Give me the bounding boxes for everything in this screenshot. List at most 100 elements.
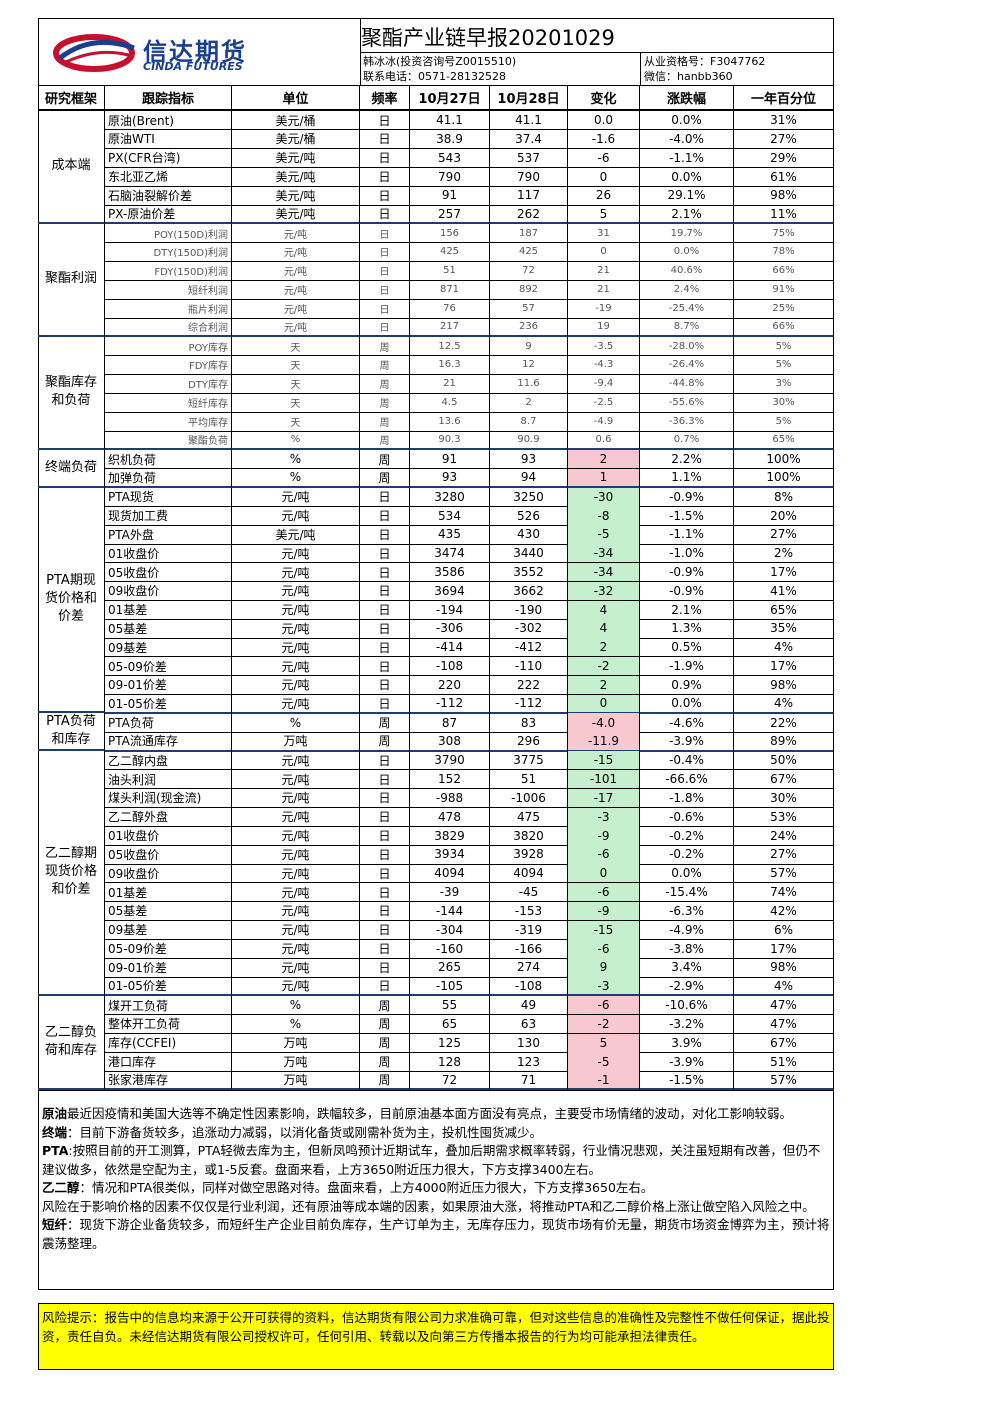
cell: -36.3% <box>640 412 734 432</box>
cell: -66.6% <box>640 769 734 790</box>
cell: 1.1% <box>640 468 734 489</box>
cell: -1006 <box>490 788 568 809</box>
cell: -194 <box>410 600 490 620</box>
cell: 4% <box>734 977 834 997</box>
cell: 31 <box>568 223 640 244</box>
cell: 75% <box>734 223 834 244</box>
cell: 0.0% <box>640 242 734 263</box>
cell: 262 <box>490 205 568 225</box>
cell: 12 <box>490 355 568 376</box>
column-header: 10月28日 <box>490 86 568 111</box>
cell: 8.7% <box>640 318 734 338</box>
cell: -17 <box>568 788 640 809</box>
phone: 联系电话：0571-28132528 <box>363 70 506 83</box>
cell: 22% <box>734 713 834 733</box>
cell: 日 <box>360 845 410 865</box>
indicator: 原油WTI <box>105 129 232 150</box>
title: 聚酯产业链早报20201029 <box>361 26 615 50</box>
cell: 67% <box>734 769 834 790</box>
cell: -11.9 <box>568 732 640 752</box>
cell: 周 <box>360 374 410 394</box>
cell: % <box>232 431 360 451</box>
cell: 日 <box>360 619 410 639</box>
indicator: 乙二醇内盘 <box>105 751 232 771</box>
cell: 3934 <box>410 845 490 865</box>
cell: 98% <box>734 675 834 696</box>
indicator: PX(CFR台湾) <box>105 148 232 168</box>
cell: -5 <box>568 1052 640 1072</box>
cell: -1.0% <box>640 544 734 564</box>
cell: 38.9 <box>410 129 490 150</box>
cell: 26 <box>568 186 640 206</box>
cell: 125 <box>410 1033 490 1053</box>
indicator: PTA现货 <box>105 487 232 507</box>
cell: -0.2% <box>640 826 734 846</box>
cell: 日 <box>360 242 410 263</box>
cell: 元/吨 <box>232 882 360 903</box>
divider <box>640 52 641 86</box>
column-header: 变化 <box>568 86 640 111</box>
cell: 72 <box>490 261 568 281</box>
cell: 万吨 <box>232 1033 360 1053</box>
cell: 2.4% <box>640 280 734 300</box>
indicator: 09基差 <box>105 920 232 940</box>
indicator: 09-01价差 <box>105 958 232 978</box>
cell: -1.5% <box>640 506 734 526</box>
cell: 51 <box>490 769 568 790</box>
cell: 8.7 <box>490 412 568 432</box>
analyst: 韩冰冰(投资咨询号Z0015510) <box>363 55 517 68</box>
cell: 156 <box>410 223 490 244</box>
cell: 1 <box>568 468 640 489</box>
indicator: 平均库存 <box>105 412 232 432</box>
cell: -110 <box>490 656 568 677</box>
cell: 5 <box>568 1033 640 1053</box>
cell: -3.9% <box>640 1052 734 1072</box>
cell: 周 <box>360 431 410 451</box>
cell: -30 <box>568 487 640 507</box>
cell: -4.9 <box>568 412 640 432</box>
cell: -160 <box>410 939 490 959</box>
cell: -112 <box>490 694 568 714</box>
cell: 27% <box>734 129 834 150</box>
cell: 425 <box>410 242 490 263</box>
note: PTA:按照目前的开工测算，PTA轻微去库为主，但新凤鸣预计近期试车，叠加后期需… <box>42 1142 830 1179</box>
cell: 87 <box>410 713 490 733</box>
cell: 41.1 <box>410 111 490 131</box>
cell: -1.9% <box>640 656 734 677</box>
cell: -5 <box>568 525 640 545</box>
cell: 152 <box>410 769 490 790</box>
cell: 周 <box>360 995 410 1016</box>
indicator: 05基差 <box>105 901 232 922</box>
cell: 元/吨 <box>232 920 360 940</box>
cell: 元/吨 <box>232 864 360 884</box>
cell: -2 <box>568 1014 640 1034</box>
cell: 5 <box>568 205 640 225</box>
cell: 0 <box>568 864 640 884</box>
cell: 4094 <box>410 864 490 884</box>
cell: 元/吨 <box>232 939 360 959</box>
cell: 元/吨 <box>232 223 360 244</box>
cell: 日 <box>360 675 410 696</box>
cell: -6 <box>568 845 640 865</box>
cell: 790 <box>410 167 490 187</box>
cell: 万吨 <box>232 1052 360 1072</box>
cell: 周 <box>360 713 410 733</box>
cell: 91% <box>734 280 834 300</box>
logo-area: 信达期货 CINDA FUTURES <box>38 18 361 86</box>
cell: 17% <box>734 939 834 959</box>
cell: 2.2% <box>640 449 734 470</box>
indicator: 东北亚乙烯 <box>105 167 232 187</box>
cell: 72 <box>410 1071 490 1091</box>
cell: 76 <box>410 299 490 319</box>
cell: 美元/吨 <box>232 205 360 225</box>
indicator: 短纤库存 <box>105 393 232 413</box>
cell: 93 <box>410 468 490 489</box>
cell: 美元/吨 <box>232 525 360 545</box>
divider <box>38 85 834 86</box>
indicator: 综合利润 <box>105 318 232 338</box>
cell: -1.8% <box>640 788 734 809</box>
indicator: 整体开工负荷 <box>105 1014 232 1034</box>
cell: 478 <box>410 807 490 827</box>
cell: 元/吨 <box>232 826 360 846</box>
cell: -306 <box>410 619 490 639</box>
